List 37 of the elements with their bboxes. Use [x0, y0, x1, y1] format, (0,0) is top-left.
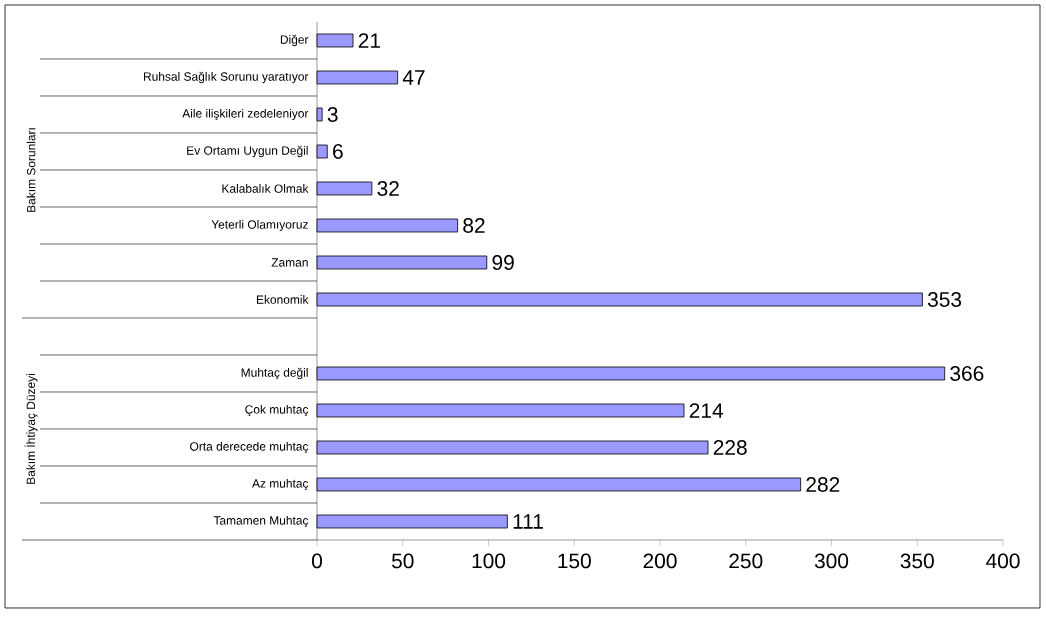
data-label: 6	[333, 144, 343, 159]
y-tick-label: Çok muhtaç	[245, 404, 309, 417]
y-tick-label: Az muhtaç	[252, 478, 309, 491]
x-tick-label: 150	[558, 553, 591, 569]
x-tick-label: 250	[729, 553, 763, 569]
y-tick-label: Kalabalık Olmak	[222, 184, 309, 193]
data-label: 228	[713, 440, 747, 455]
data-label: 282	[806, 477, 840, 492]
data-label: 82	[463, 218, 485, 233]
data-label: 214	[689, 403, 724, 418]
y-tick-label: Ev Ortamı Uygun Değil	[187, 145, 308, 158]
data-label: 21	[358, 33, 380, 48]
y-tick-label: Orta derecede muhtaç	[190, 441, 309, 454]
y-tick-label: Muhtaç değil	[241, 367, 308, 380]
y-tick-label: Diğer	[280, 34, 309, 47]
x-tick-label: 300	[814, 553, 849, 569]
y-tick-label: Ekonomik	[256, 295, 309, 304]
y-tick-label: Aile ilişkileri zedeleniyor	[182, 108, 309, 121]
data-label: 111	[513, 514, 543, 529]
x-tick-label: 100	[472, 553, 506, 569]
data-label: 366	[950, 366, 984, 381]
data-label: 32	[377, 181, 399, 196]
data-label: 3	[327, 107, 338, 122]
data-label: 353	[927, 292, 962, 307]
data-label: 47	[402, 70, 425, 85]
x-tick-label: 400	[986, 553, 1020, 569]
x-tick-label: 200	[643, 553, 677, 569]
y-tick-label: Zaman	[271, 258, 308, 267]
x-tick-label: 350	[900, 553, 934, 569]
data-label: 99	[492, 255, 514, 270]
y-tick-label: Ruhsal Sağlık Sorunu yaratıyor	[144, 71, 309, 84]
text: Bakım Sorunları	[26, 128, 36, 212]
y-tick-label: Yeterli Olamıyoruz	[211, 219, 308, 232]
y-tick-label: Tamamen Muhtaç	[213, 515, 309, 528]
x-tick-label: 50	[391, 553, 414, 569]
text: Bakım İhtiyaç Düzeyi	[24, 374, 38, 484]
x-tick-label: 0	[312, 553, 322, 569]
